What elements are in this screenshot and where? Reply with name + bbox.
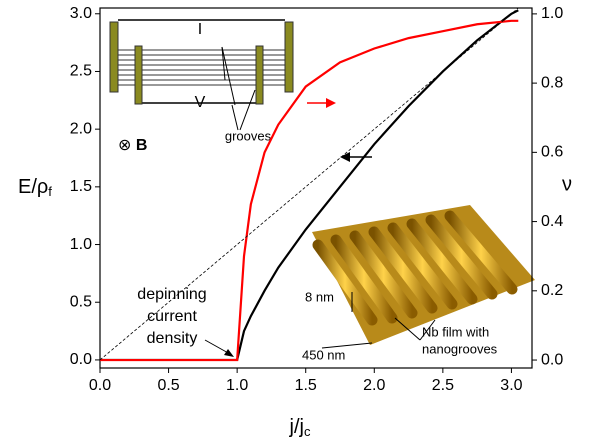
label-current: I (198, 21, 202, 38)
y-tick-label: 2.5 (70, 63, 92, 80)
arrow-head (326, 98, 336, 108)
y2-tick-label: 0.8 (541, 74, 563, 91)
y-tick-label: 2.0 (70, 120, 92, 137)
label-voltage: V (195, 94, 206, 111)
label-depinning: depinning (137, 286, 206, 303)
y-tick-label: 1.0 (70, 236, 92, 253)
chart: I V grooves ⊗ B 8 nm 450 nm Nb film with… (0, 0, 602, 446)
label-period: 450 nm (302, 347, 345, 362)
x-tick-label: 0.5 (157, 377, 179, 394)
y2-tick-label: 0.4 (541, 213, 563, 230)
y2-tick-label: 1.0 (541, 5, 563, 22)
x-tick-label: 2.0 (363, 377, 385, 394)
x-tick-label: 1.5 (295, 377, 317, 394)
x-axis-label: j/jc (289, 416, 311, 439)
label-film: nanogrooves (422, 341, 498, 356)
y2-axis-label: ν (562, 173, 572, 195)
label-depinning: current (147, 308, 197, 325)
y2-tick-label: 0.2 (541, 282, 563, 299)
label-depinning: density (147, 330, 198, 347)
y-tick-label: 3.0 (70, 5, 92, 22)
label-film: Nb film with (422, 324, 489, 339)
x-tick-label: 1.0 (226, 377, 248, 394)
label-field: ⊗ B (118, 137, 147, 154)
y2-tick-label: 0.0 (541, 351, 563, 368)
label-height: 8 nm (305, 289, 334, 304)
y-tick-label: 0.5 (70, 293, 92, 310)
y-tick-label: 0.0 (70, 351, 92, 368)
y-tick-label: 1.5 (70, 178, 92, 195)
x-tick-label: 0.0 (89, 377, 111, 394)
arrow-head (224, 349, 234, 357)
label-grooves: grooves (225, 128, 272, 143)
y-axis-label: E/ρf (18, 176, 52, 199)
x-tick-label: 3.0 (500, 377, 522, 394)
y2-tick-label: 0.6 (541, 144, 563, 161)
x-tick-label: 2.5 (432, 377, 454, 394)
